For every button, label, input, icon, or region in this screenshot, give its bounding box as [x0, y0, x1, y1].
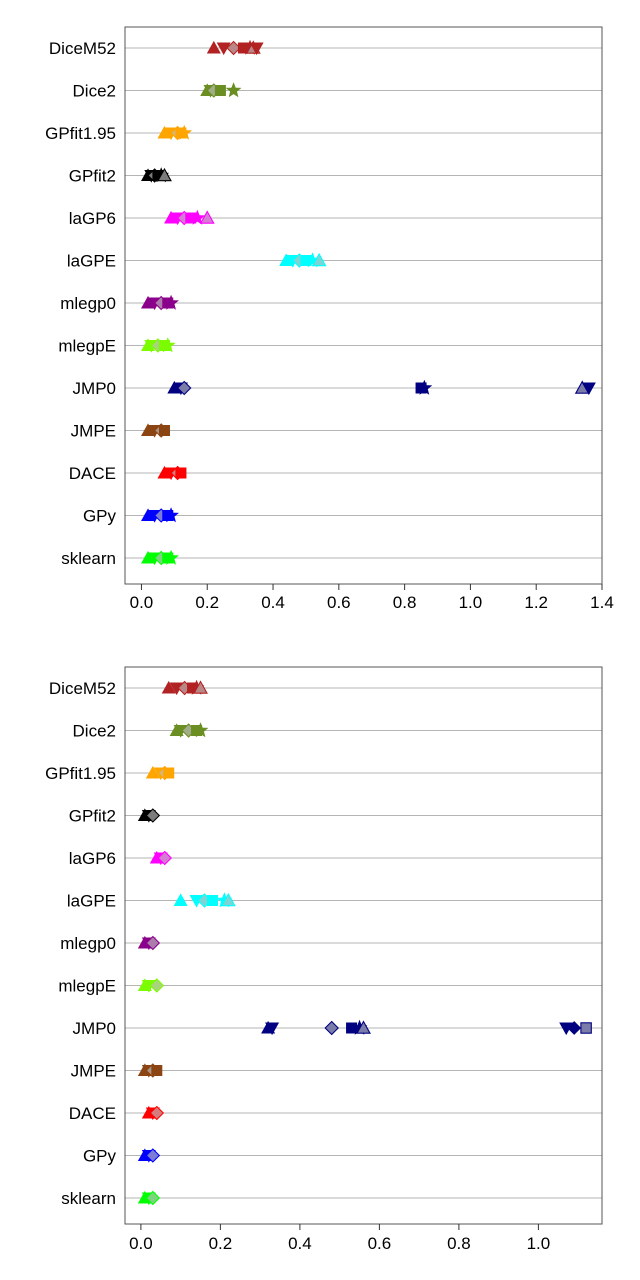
category-label: laGPE: [67, 252, 116, 271]
category-label: DiceM52: [49, 679, 116, 698]
chart-panel-1: DiceM52 Dice2 GPfit1.95 GPfit2 laGP6 laGPE mle…: [45, 26, 614, 612]
data-point: [145, 808, 161, 823]
data-point: [265, 1022, 280, 1036]
x-tick-label: 1.2: [524, 593, 548, 612]
data-point: [199, 210, 215, 224]
x-tick-label: 0.0: [129, 1234, 153, 1253]
category-label: mlegp0: [60, 294, 116, 313]
plot-frame: [124, 26, 603, 585]
data-point: [163, 507, 179, 523]
category-label: laGP6: [69, 849, 116, 868]
category-label: JMP0: [73, 379, 116, 398]
x-tick-label: 1.0: [459, 593, 483, 612]
data-point: [158, 425, 170, 436]
data-point: [356, 1020, 371, 1034]
x-tick-label: 1.0: [527, 1234, 551, 1253]
data-point: [226, 40, 241, 56]
data-point: [145, 935, 161, 951]
data-point: [163, 767, 175, 779]
x-tick-label: 0.2: [209, 1234, 233, 1253]
data-point: [176, 380, 192, 396]
data-point: [176, 124, 193, 140]
data-point: [580, 1022, 592, 1034]
category-label: JMPE: [71, 422, 116, 441]
data-point: [416, 379, 433, 395]
category-label: sklearn: [61, 1189, 116, 1208]
data-point: [173, 893, 188, 906]
data-point: [145, 1190, 161, 1206]
data-point: [206, 895, 218, 906]
category-label: DACE: [69, 1104, 116, 1123]
category-label: sklearn: [61, 549, 116, 568]
x-tick-label: 0.6: [327, 593, 351, 612]
data-point: [157, 850, 173, 866]
data-point: [567, 1021, 582, 1035]
category-label: mlegp0: [60, 934, 116, 953]
data-point: [581, 382, 596, 396]
data-point: [206, 40, 221, 54]
category-label: laGPE: [67, 892, 116, 911]
category-label: Dice2: [73, 722, 116, 741]
chart-panel-2: DiceM52 Dice2 GPfit1.95 GPfit2 laGP6 laGPE mle…: [45, 666, 603, 1253]
x-tick-label: 0.8: [393, 593, 417, 612]
category-label: Dice2: [73, 82, 116, 101]
data-point: [193, 680, 208, 694]
category-label: GPfit2: [69, 167, 116, 186]
x-tick-label: 0.2: [195, 593, 219, 612]
data-point: [249, 42, 264, 56]
data-point: [149, 1105, 165, 1121]
category-label: DiceM52: [49, 39, 116, 58]
category-label: laGP6: [69, 209, 116, 228]
category-label: GPy: [83, 1147, 117, 1166]
category-label: GPy: [83, 507, 117, 526]
category-label: mlegpE: [58, 337, 116, 356]
data-point: [225, 82, 242, 98]
category-label: DACE: [69, 464, 116, 483]
category-label: GPfit2: [69, 807, 116, 826]
x-tick-label: 1.4: [590, 593, 614, 612]
plot-frame: [124, 666, 603, 1225]
data-point: [311, 252, 327, 267]
data-point: [149, 978, 165, 993]
data-point: [145, 1148, 161, 1163]
data-point: [163, 294, 179, 310]
data-point: [220, 892, 236, 907]
data-point: [161, 680, 176, 694]
category-label: JMP0: [73, 1019, 116, 1038]
data-point: [214, 85, 226, 96]
data-point: [175, 467, 187, 479]
data-point: [151, 1065, 163, 1076]
category-label: JMPE: [71, 1062, 116, 1081]
category-label: mlegpE: [58, 977, 116, 996]
data-point: [159, 337, 176, 353]
category-label: GPfit1.95: [45, 764, 116, 783]
x-tick-label: 0.8: [447, 1234, 471, 1253]
x-tick-label: 0.4: [288, 1234, 312, 1253]
x-tick-label: 0.4: [261, 593, 285, 612]
category-label: GPfit1.95: [45, 124, 116, 143]
data-point: [163, 549, 179, 565]
x-tick-label: 0.6: [368, 1234, 392, 1253]
data-point: [189, 209, 206, 225]
data-point: [145, 765, 160, 779]
data-point: [192, 722, 209, 738]
data-point: [324, 1020, 339, 1036]
x-tick-label: 0.0: [130, 593, 154, 612]
data-point: [157, 167, 172, 182]
